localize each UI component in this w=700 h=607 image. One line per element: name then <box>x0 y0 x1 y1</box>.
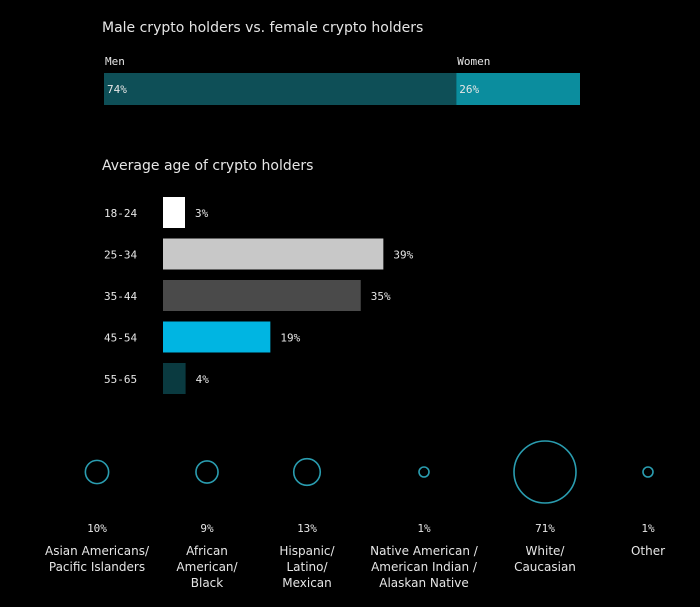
age-value: 19% <box>280 332 300 345</box>
ethnicity-label: Caucasian <box>514 560 576 574</box>
gender-bar-women <box>456 73 580 105</box>
age-value: 39% <box>393 249 413 262</box>
ethnicity-value: 1% <box>417 522 431 535</box>
ethnicity-value: 9% <box>200 522 214 535</box>
ethnicity-label: Other <box>631 544 665 558</box>
gender-bar-men <box>104 73 457 105</box>
age-value: 4% <box>196 373 210 386</box>
ethnicity-bubble <box>195 460 219 484</box>
ethnicity-label: Native American / <box>370 544 479 558</box>
age-label: 35-44 <box>104 290 137 303</box>
gender-value-men: 74% <box>107 83 127 96</box>
ethnicity-label: African <box>186 544 228 558</box>
ethnicity-value: 1% <box>641 522 655 535</box>
age-bar <box>163 363 186 394</box>
age-value: 3% <box>195 207 209 220</box>
ethnicity-label: White/ <box>526 544 566 558</box>
gender-label-women: Women <box>457 55 490 68</box>
gender-value-women: 26% <box>459 83 479 96</box>
ethnicity-label: Asian Americans/ <box>45 544 150 558</box>
ethnicity-value: 10% <box>87 522 107 535</box>
gender-chart: Male crypto holders vs. female crypto ho… <box>102 20 580 105</box>
age-chart: Average age of crypto holders 18-24 3% 25-3… <box>102 158 414 394</box>
gender-label-men: Men <box>105 55 125 68</box>
ethnicity-label: American/ <box>176 560 238 574</box>
age-bar <box>163 197 185 228</box>
ethnicity-label: Alaskan Native <box>379 576 469 590</box>
ethnicity-bubble <box>513 440 577 504</box>
ethnicity-bubble <box>418 466 430 478</box>
age-chart-title: Average age of crypto holders <box>102 158 313 174</box>
ethnicity-label: Latino/ <box>286 560 328 574</box>
ethnicity-label: Pacific Islanders <box>49 560 145 574</box>
ethnicity-value: 13% <box>297 522 317 535</box>
age-label: 18-24 <box>104 207 137 220</box>
ethnicity-label: American Indian / <box>371 560 478 574</box>
ethnicity-bubble <box>84 459 110 485</box>
age-label: 25-34 <box>104 249 137 262</box>
age-bar <box>163 238 384 270</box>
age-label: 55-65 <box>104 373 137 386</box>
age-bar <box>163 280 361 311</box>
ethnicity-label: Black <box>191 576 224 590</box>
gender-chart-title: Male crypto holders vs. female crypto ho… <box>102 20 423 36</box>
ethnicity-label: Hispanic/ <box>279 544 335 558</box>
age-bar <box>163 321 271 353</box>
ethnicity-label: Mexican <box>282 576 332 590</box>
ethnicity-bubble <box>642 466 654 478</box>
age-value: 35% <box>371 290 391 303</box>
ethnicity-chart: 10% Asian Americans/Pacific Islanders 9% Af… <box>45 440 665 590</box>
ethnicity-bubble <box>292 457 322 487</box>
ethnicity-value: 71% <box>535 522 555 535</box>
age-label: 45-54 <box>104 332 137 345</box>
